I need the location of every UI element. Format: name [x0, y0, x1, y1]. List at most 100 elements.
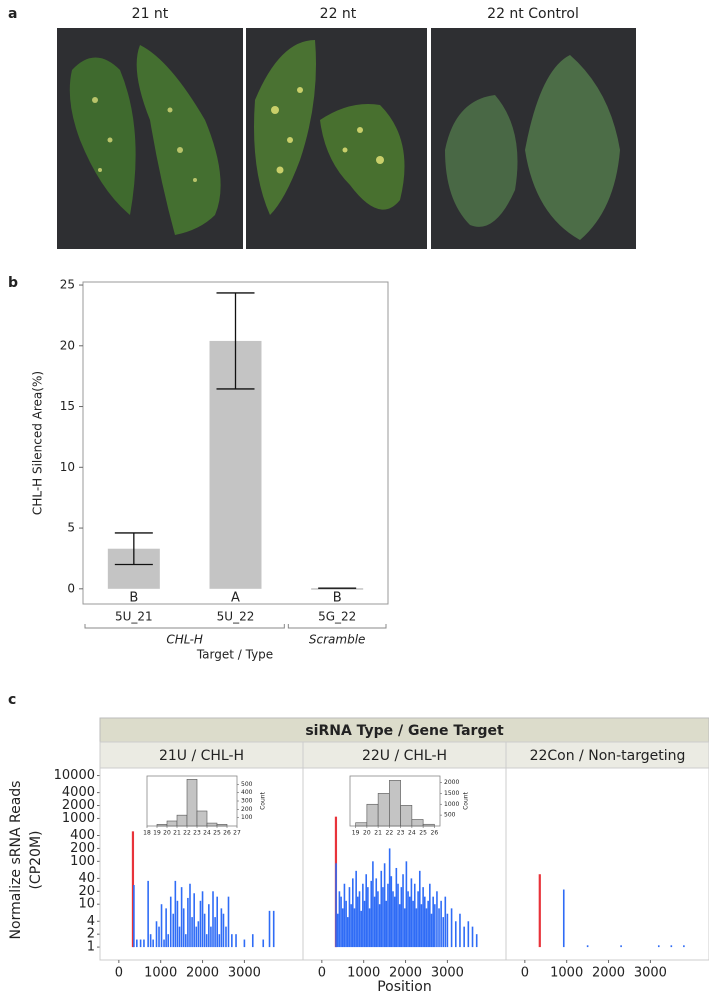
- histogram-bar: [355, 822, 368, 827]
- y-axis-title: CHL-H Silenced Area(%): [31, 371, 45, 515]
- group-label: CHL-H: [166, 633, 203, 647]
- inset-y-tick-label: 300: [241, 798, 253, 805]
- spike: [385, 900, 388, 948]
- y-tick-label: 20: [60, 338, 75, 352]
- spike: [358, 891, 361, 948]
- spike: [438, 908, 440, 948]
- x-tick-label: 5G_22: [318, 610, 356, 624]
- spike: [454, 921, 457, 948]
- y-tick-label: 1000: [62, 811, 95, 826]
- facet-header: [302, 741, 507, 769]
- spike: [212, 891, 214, 948]
- significance-letter: B: [333, 591, 342, 606]
- spike: [363, 900, 366, 948]
- spike: [343, 883, 346, 948]
- spike: [205, 934, 208, 948]
- spike: [197, 921, 200, 948]
- spike: [413, 883, 416, 948]
- spike: [268, 910, 271, 948]
- spike: [193, 893, 195, 948]
- x-tick-label: 3000: [634, 966, 667, 981]
- spike: [657, 945, 660, 948]
- y-tick-label: 10: [78, 897, 95, 912]
- spike: [235, 934, 237, 948]
- spike: [243, 939, 246, 948]
- spike: [403, 908, 406, 948]
- histogram-bar: [377, 793, 390, 827]
- spike: [131, 831, 135, 948]
- spike: [436, 891, 438, 948]
- inset-x-tick-label: 21: [173, 830, 181, 837]
- spike: [417, 891, 419, 948]
- spike: [178, 926, 181, 948]
- y-tick-label: 2000: [62, 798, 95, 813]
- x-tick-label: 0: [521, 966, 529, 981]
- spike: [165, 908, 167, 948]
- spike: [382, 887, 384, 948]
- histogram-bar: [216, 824, 228, 827]
- spike: [412, 900, 414, 948]
- spike: [367, 887, 369, 948]
- spike: [463, 926, 465, 948]
- spike: [222, 913, 225, 948]
- spike: [149, 934, 152, 948]
- spike: [372, 861, 374, 948]
- spike: [446, 913, 449, 948]
- spike: [216, 896, 218, 948]
- x-tick-label: 0: [318, 966, 326, 981]
- x-tick-label: 5U_21: [115, 610, 153, 624]
- spike: [407, 891, 409, 948]
- spike: [378, 904, 381, 948]
- spike: [272, 910, 275, 948]
- spike: [251, 934, 254, 948]
- x-axis-title: Position: [377, 979, 432, 995]
- panel-label: c: [8, 692, 16, 708]
- spike: [442, 917, 445, 948]
- spike: [434, 904, 436, 948]
- spike: [163, 939, 165, 948]
- spike: [346, 917, 349, 948]
- spike: [139, 939, 142, 948]
- error-bar: [114, 532, 153, 566]
- photo-title: 22 nt: [320, 6, 357, 22]
- inset-x-tick-label: 22: [386, 830, 394, 837]
- significance-letter: B: [129, 591, 138, 606]
- spike: [195, 926, 198, 948]
- spike: [430, 913, 433, 948]
- y-tick-label: 15: [60, 399, 75, 413]
- spike: [133, 885, 135, 948]
- x-tick-label: 2000: [389, 966, 422, 981]
- spike: [390, 876, 393, 948]
- spike: [562, 889, 565, 948]
- x-tick-label: 3000: [431, 966, 464, 981]
- spike: [210, 926, 212, 948]
- spike: [395, 867, 398, 948]
- spike: [586, 945, 589, 948]
- photo-title: 22 nt Control: [487, 6, 579, 22]
- inset-y-tick-label: 100: [241, 814, 253, 821]
- spike: [336, 913, 339, 948]
- histogram-bar: [206, 822, 218, 827]
- inset-y-tick-label: 2000: [444, 779, 459, 786]
- spike: [338, 891, 341, 948]
- inset-x-tick-label: 20: [163, 830, 171, 837]
- spike: [225, 926, 227, 948]
- spike: [214, 917, 216, 948]
- spike: [429, 883, 431, 948]
- spike: [392, 891, 394, 948]
- panel-label: b: [8, 275, 18, 291]
- x-tick-label: 5U_22: [217, 610, 255, 624]
- group-bracket: [287, 624, 387, 629]
- x-axis-title: Target / Type: [196, 648, 273, 662]
- chart-title: siRNA Type / Gene Target: [305, 723, 504, 739]
- spike: [424, 896, 426, 948]
- spike: [415, 908, 418, 948]
- spike: [352, 878, 354, 948]
- inset-y-tick-label: 400: [241, 789, 253, 796]
- spike: [345, 900, 347, 948]
- bar: [311, 588, 364, 590]
- spike: [340, 896, 342, 948]
- inset-x-tick-label: 23: [193, 830, 201, 837]
- spike: [427, 900, 429, 948]
- spike: [335, 863, 337, 948]
